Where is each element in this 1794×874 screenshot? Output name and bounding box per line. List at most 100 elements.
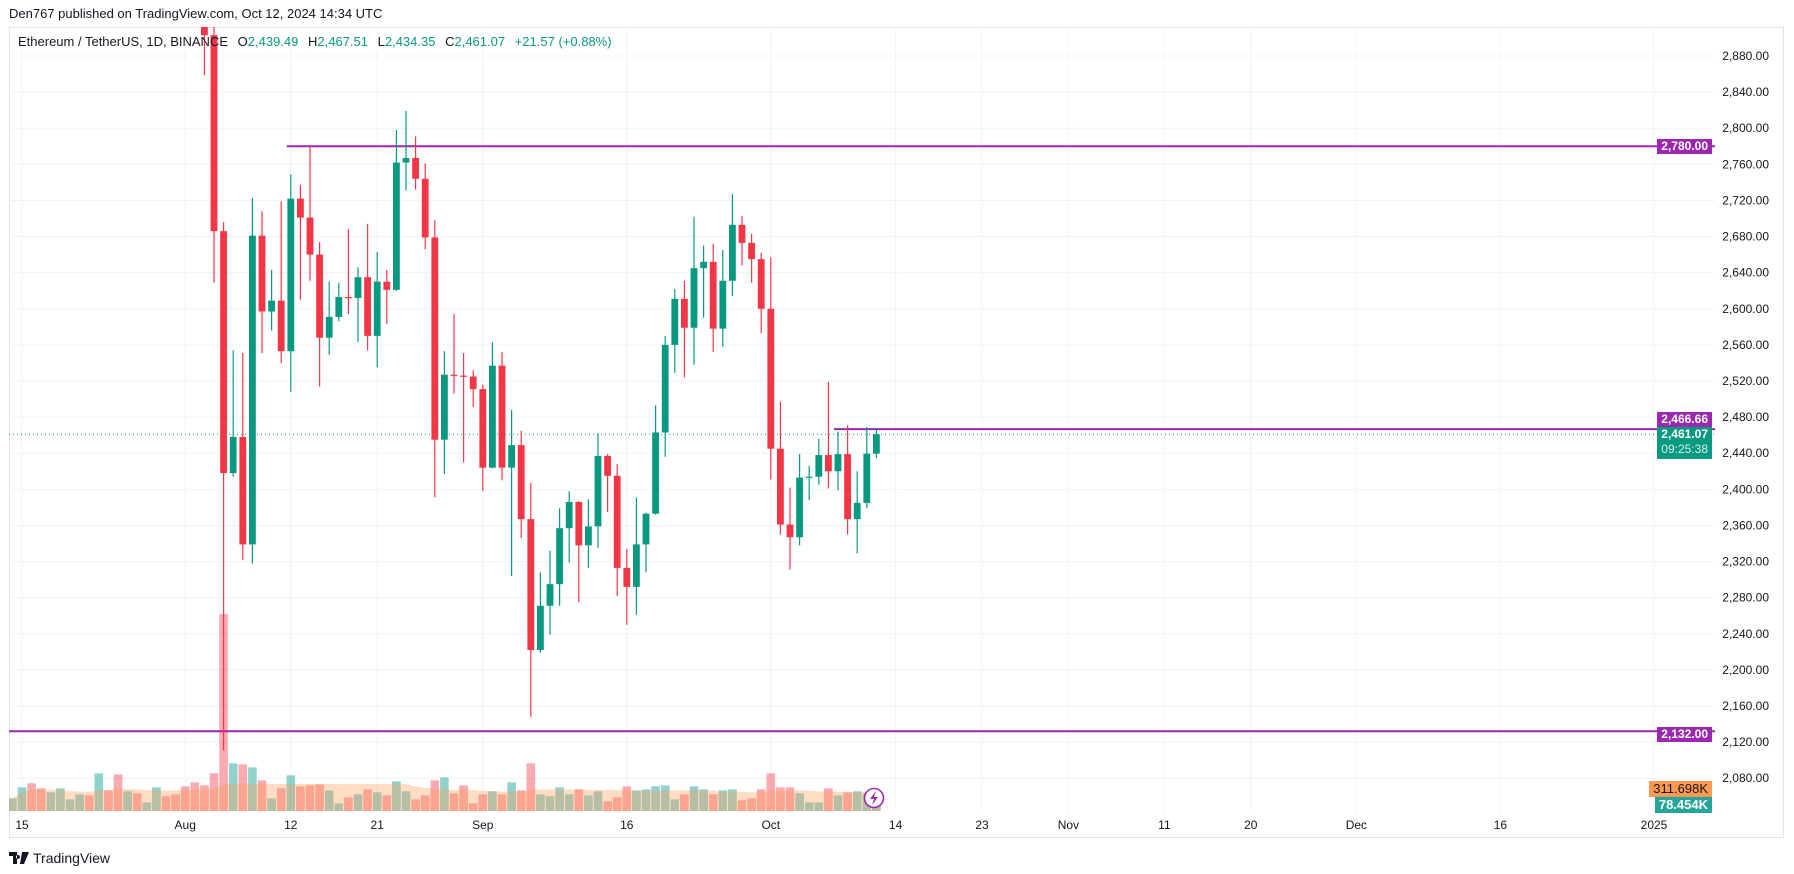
volume-bar	[334, 803, 344, 811]
date-tick-label: 14	[889, 818, 903, 832]
candle	[805, 465, 813, 501]
date-tick-label: 15	[15, 818, 29, 832]
volume-bar	[622, 786, 632, 811]
candle-body	[594, 455, 602, 527]
candle-body	[469, 376, 477, 390]
candle-body	[316, 254, 323, 338]
volume-bar	[612, 797, 622, 811]
candle	[258, 211, 266, 354]
candle-body	[441, 374, 448, 440]
volume-bar	[718, 790, 728, 811]
candle-body	[335, 297, 343, 317]
candle	[277, 201, 285, 363]
date-tick-label: Dec	[1346, 818, 1367, 832]
volume-bar	[9, 798, 17, 811]
candle-body	[489, 365, 496, 468]
candle-body	[537, 605, 544, 651]
date-tick-label: 11	[1158, 818, 1171, 832]
price-tick-label: 2,320.00	[1722, 555, 1769, 569]
candle-body	[546, 584, 554, 606]
lightning-icon[interactable]	[863, 787, 885, 809]
candle-body	[585, 526, 592, 546]
volume-bar	[56, 788, 65, 811]
candle-body	[239, 436, 247, 545]
footer-brand[interactable]: TradingView	[9, 850, 110, 866]
price-tick-label: 2,840.00	[1722, 85, 1769, 99]
volume-last-badge: 78.454K	[1654, 797, 1712, 813]
price-tick-label: 2,080.00	[1722, 771, 1769, 785]
candle-body	[527, 519, 535, 651]
legend-change: +21.57 (+0.88%)	[514, 34, 612, 49]
volume-bar	[747, 798, 756, 811]
volume-bar	[555, 787, 564, 811]
volume-bar	[756, 789, 766, 811]
brand-name: TradingView	[33, 850, 111, 866]
candle	[594, 433, 602, 549]
candle	[441, 351, 448, 474]
date-tick-label: Aug	[175, 818, 196, 832]
candle-body	[757, 259, 765, 309]
candle-body	[633, 544, 640, 587]
volume-bar	[814, 802, 824, 811]
candle	[786, 487, 794, 570]
legend-low: 2,434.35	[384, 34, 436, 49]
volume-bar	[296, 786, 305, 811]
price-tick-label: 2,720.00	[1722, 193, 1769, 207]
volume-bar	[852, 791, 862, 811]
candle-body	[565, 501, 573, 529]
legend-symbol[interactable]: Ethereum / TetherUS, 1D, BINANCE	[18, 34, 229, 49]
price-tick-label: 2,640.00	[1722, 266, 1769, 280]
candle	[306, 146, 314, 281]
candle	[345, 229, 352, 315]
volume-bar	[46, 792, 56, 811]
candle	[700, 245, 707, 318]
candle	[834, 431, 842, 491]
candle	[527, 483, 535, 717]
volume-bar	[603, 801, 612, 811]
candle-body	[421, 178, 429, 238]
candle-body	[508, 445, 515, 468]
candle	[565, 491, 573, 563]
chart-frame[interactable]	[9, 27, 1784, 838]
volume-bar	[353, 794, 363, 811]
candle	[268, 269, 275, 331]
candle-body	[719, 280, 727, 329]
candle-body	[450, 374, 458, 376]
candle	[325, 281, 333, 355]
candle-body	[556, 528, 563, 585]
volume-bar	[574, 789, 584, 811]
candle-body	[805, 476, 813, 478]
candle	[364, 223, 371, 351]
volume-bar	[728, 789, 737, 811]
price-tick-label: 2,400.00	[1722, 482, 1769, 496]
candle	[873, 428, 880, 459]
volume-bar	[516, 790, 526, 811]
candle-body	[671, 298, 679, 345]
candle	[287, 174, 295, 392]
volume-bar	[123, 791, 132, 811]
candle-body	[498, 365, 506, 468]
candle	[796, 454, 803, 546]
candle-body	[623, 567, 631, 587]
candle-body	[863, 453, 871, 503]
volume-bar	[257, 780, 267, 811]
tradingview-logo-icon	[9, 852, 29, 864]
legend-high: 2,467.51	[317, 34, 368, 49]
candle	[757, 252, 765, 334]
volume-ma-area	[9, 784, 881, 811]
price-tick-label: 2,120.00	[1722, 735, 1769, 749]
candle	[863, 427, 871, 509]
volume-bar	[824, 788, 833, 811]
candle-body	[748, 242, 755, 260]
volume-bar	[737, 800, 747, 811]
candle-body	[364, 277, 371, 336]
candle-body	[325, 316, 333, 338]
volume-bar	[372, 792, 382, 811]
candle-body	[853, 502, 861, 520]
volume-bar	[344, 797, 353, 811]
volume-bar	[392, 781, 401, 811]
volume-bar	[526, 763, 536, 811]
volume-bar	[267, 798, 276, 811]
candle	[844, 425, 851, 535]
